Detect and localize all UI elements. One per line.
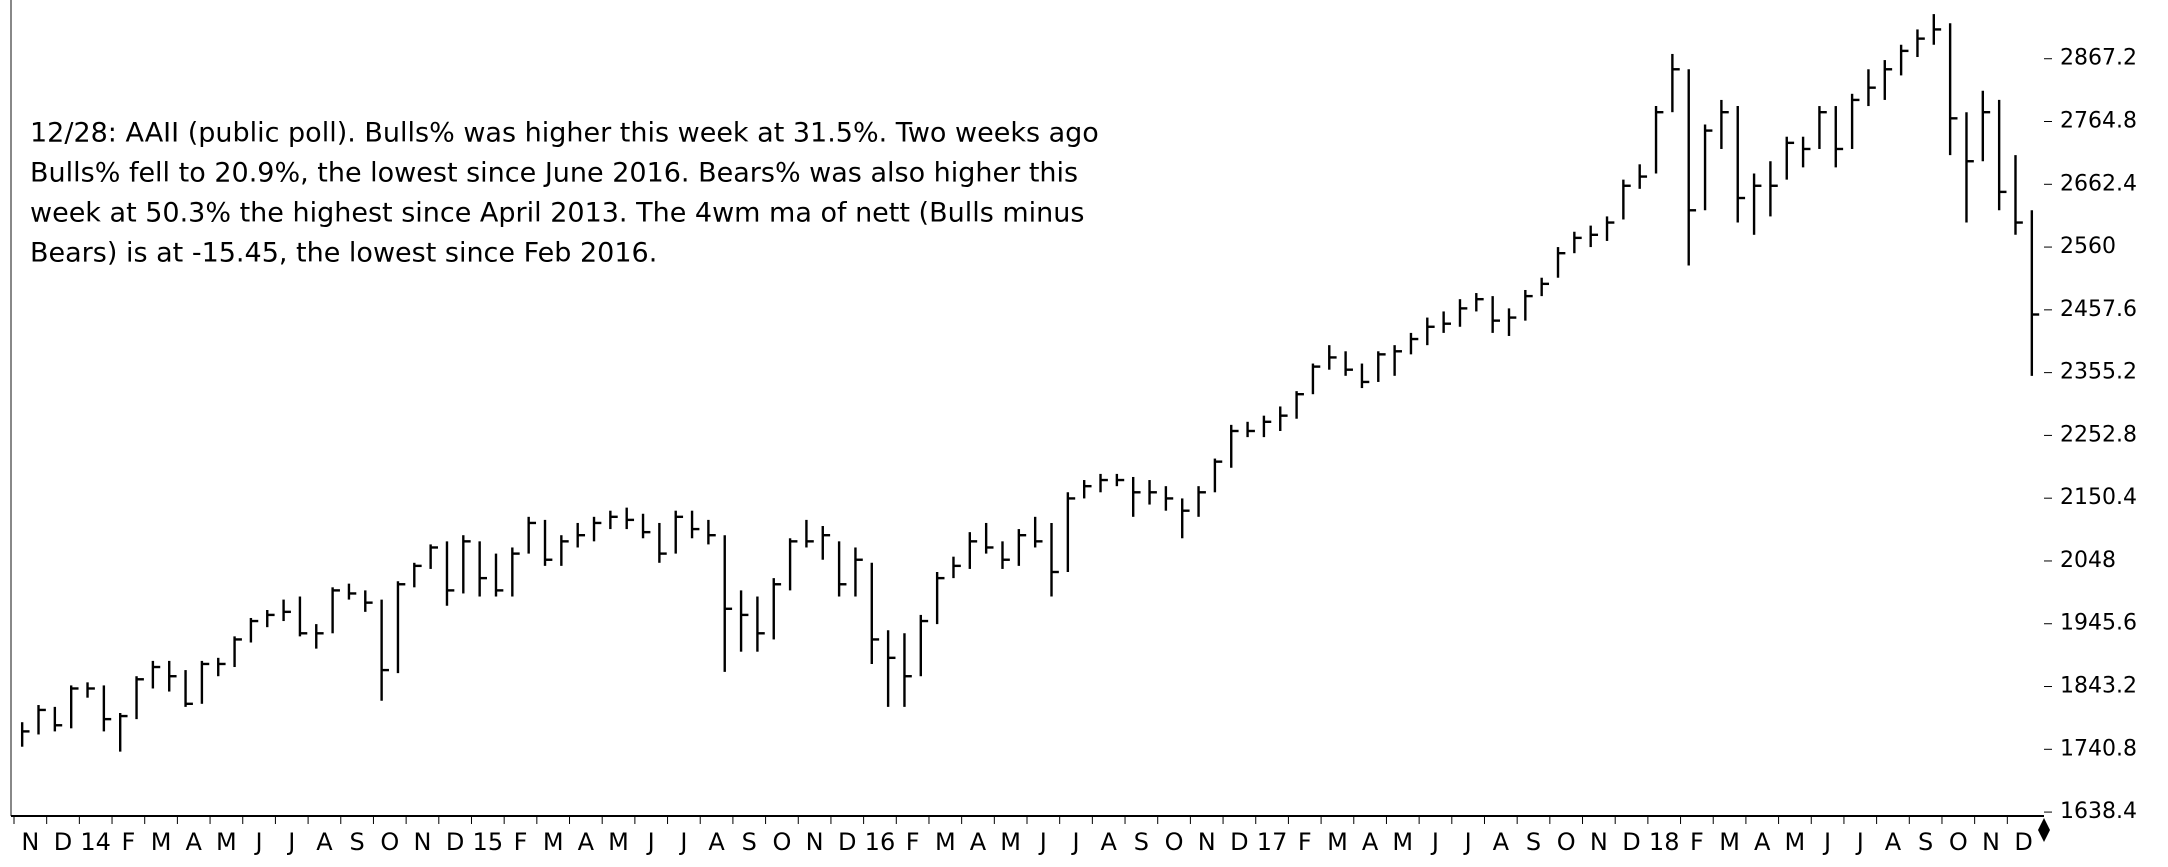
end-marker xyxy=(2038,818,2050,842)
y-tick-label: 2150.4 xyxy=(2060,485,2137,510)
x-tick-label: O xyxy=(772,828,791,856)
x-tick-label: O xyxy=(1557,828,1576,856)
annotation-line: Bears) is at -15.45, the lowest since Fe… xyxy=(30,238,657,269)
x-tick-label: A xyxy=(1754,828,1771,856)
x-tick-label: N xyxy=(1982,828,2000,856)
x-tick-label: S xyxy=(1526,828,1541,856)
x-tick-label: M xyxy=(216,828,237,856)
annotation-line: week at 50.3% the highest since April 20… xyxy=(30,198,1084,229)
y-tick-label: 2867.2 xyxy=(2060,46,2137,71)
annotation-line: 12/28: AAII (public poll). Bulls% was hi… xyxy=(30,118,1099,149)
x-tick-label: O xyxy=(380,828,399,856)
x-tick-label: O xyxy=(1165,828,1184,856)
x-tick-label: M xyxy=(1327,828,1348,856)
x-tick-label: D xyxy=(1622,828,1640,856)
x-tick-label: A xyxy=(316,828,333,856)
x-tick-label: N xyxy=(413,828,431,856)
x-tick-label: N xyxy=(806,828,824,856)
x-tick-label: S xyxy=(742,828,757,856)
x-tick-label: A xyxy=(708,828,725,856)
x-tick-label: F xyxy=(906,828,920,856)
x-tick-label: J xyxy=(1430,828,1439,856)
y-tick-label: 2048 xyxy=(2060,548,2116,573)
x-tick-label: J xyxy=(1070,828,1079,856)
x-tick-label: J xyxy=(1038,828,1047,856)
x-tick-label: N xyxy=(1198,828,1216,856)
x-tick-label: A xyxy=(1100,828,1117,856)
x-tick-label: A xyxy=(1885,828,1902,856)
x-tick-label: 14 xyxy=(80,828,111,856)
x-tick-label: N xyxy=(21,828,39,856)
x-tick-label: 17 xyxy=(1257,828,1288,856)
x-tick-label: S xyxy=(1134,828,1149,856)
annotation-line: Bulls% fell to 20.9%, the lowest since J… xyxy=(30,158,1078,189)
x-tick-label: J xyxy=(1855,828,1864,856)
y-tick-label: 2560 xyxy=(2060,234,2116,259)
x-tick-label: N xyxy=(1590,828,1608,856)
x-tick-label: A xyxy=(578,828,595,856)
x-tick-label: J xyxy=(1463,828,1472,856)
y-tick-label: 2355.2 xyxy=(2060,360,2137,385)
x-tick-label: 16 xyxy=(865,828,896,856)
y-tick-label: 1945.6 xyxy=(2060,611,2137,636)
x-tick-label: F xyxy=(1298,828,1312,856)
y-tick-label: 1740.8 xyxy=(2060,736,2137,761)
x-tick-label: M xyxy=(543,828,564,856)
y-tick-label: 1843.2 xyxy=(2060,674,2137,699)
y-tick-label: 1638.4 xyxy=(2060,799,2137,824)
x-tick-label: O xyxy=(1949,828,1968,856)
y-tick-label: 2662.4 xyxy=(2060,171,2137,196)
x-tick-label: M xyxy=(1000,828,1021,856)
x-tick-label: F xyxy=(1690,828,1704,856)
x-tick-label: F xyxy=(514,828,528,856)
x-tick-label: D xyxy=(838,828,856,856)
x-tick-label: S xyxy=(1918,828,1933,856)
y-tick-label: 2457.6 xyxy=(2060,297,2137,322)
x-tick-label: M xyxy=(1392,828,1413,856)
x-tick-label: D xyxy=(1230,828,1248,856)
x-tick-label: M xyxy=(1785,828,1806,856)
x-tick-label: J xyxy=(254,828,263,856)
x-tick-label: A xyxy=(970,828,987,856)
x-tick-label: M xyxy=(935,828,956,856)
x-tick-label: D xyxy=(54,828,72,856)
x-tick-label: F xyxy=(121,828,135,856)
x-tick-label: M xyxy=(151,828,172,856)
x-tick-label: M xyxy=(608,828,629,856)
x-tick-label: M xyxy=(1719,828,1740,856)
x-tick-label: 18 xyxy=(1649,828,1680,856)
y-tick-label: 2252.8 xyxy=(2060,422,2137,447)
y-tick-label: 2764.8 xyxy=(2060,109,2137,134)
x-tick-label: A xyxy=(186,828,203,856)
x-tick-label: S xyxy=(349,828,364,856)
x-tick-label: J xyxy=(1822,828,1831,856)
x-tick-label: A xyxy=(1493,828,1510,856)
x-tick-label: D xyxy=(446,828,464,856)
x-tick-label: J xyxy=(646,828,655,856)
x-tick-label: D xyxy=(2014,828,2032,856)
x-tick-label: A xyxy=(1362,828,1379,856)
x-tick-label: J xyxy=(678,828,687,856)
x-tick-label: J xyxy=(286,828,295,856)
x-tick-label: 15 xyxy=(473,828,504,856)
